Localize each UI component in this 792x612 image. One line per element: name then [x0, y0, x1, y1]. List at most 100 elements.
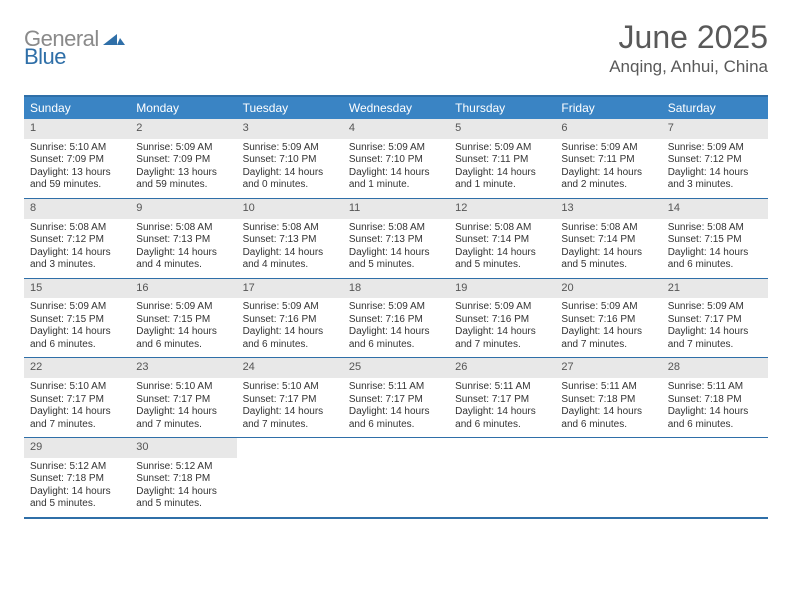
- daylight-text-1: Daylight: 14 hours: [349, 167, 443, 180]
- day-header-tuesday: Tuesday: [237, 97, 343, 119]
- daylight-text-1: Daylight: 14 hours: [668, 326, 762, 339]
- sunset-text: Sunset: 7:09 PM: [136, 154, 230, 167]
- day-number: 27: [555, 358, 661, 378]
- sunrise-text: Sunrise: 5:09 AM: [668, 301, 762, 314]
- day-number: 11: [343, 199, 449, 219]
- daylight-text-2: and 6 minutes.: [349, 419, 443, 432]
- day-detail: Sunrise: 5:09 AMSunset: 7:11 PMDaylight:…: [555, 142, 661, 192]
- daylight-text-2: and 7 minutes.: [455, 339, 549, 352]
- daylight-text-2: and 3 minutes.: [668, 179, 762, 192]
- sunrise-text: Sunrise: 5:09 AM: [136, 301, 230, 314]
- day-number: 10: [237, 199, 343, 219]
- daylight-text-1: Daylight: 14 hours: [561, 167, 655, 180]
- daylight-text-1: Daylight: 14 hours: [455, 167, 549, 180]
- daylight-text-1: Daylight: 14 hours: [668, 406, 762, 419]
- sunrise-text: Sunrise: 5:09 AM: [136, 142, 230, 155]
- sunrise-text: Sunrise: 5:11 AM: [561, 381, 655, 394]
- day-cell: 12Sunrise: 5:08 AMSunset: 7:14 PMDayligh…: [449, 199, 555, 278]
- sunrise-text: Sunrise: 5:09 AM: [561, 301, 655, 314]
- daylight-text-2: and 6 minutes.: [455, 419, 549, 432]
- daylight-text-2: and 7 minutes.: [136, 419, 230, 432]
- day-number: 20: [555, 279, 661, 299]
- sunset-text: Sunset: 7:17 PM: [455, 394, 549, 407]
- sunset-text: Sunset: 7:17 PM: [30, 394, 124, 407]
- sunrise-text: Sunrise: 5:08 AM: [349, 222, 443, 235]
- month-title: June 2025: [609, 20, 768, 55]
- day-number: 3: [237, 119, 343, 139]
- sunset-text: Sunset: 7:18 PM: [561, 394, 655, 407]
- day-cell: 1Sunrise: 5:10 AMSunset: 7:09 PMDaylight…: [24, 119, 130, 198]
- daylight-text-2: and 5 minutes.: [136, 498, 230, 511]
- daylight-text-1: Daylight: 14 hours: [243, 406, 337, 419]
- daylight-text-2: and 6 minutes.: [561, 419, 655, 432]
- daylight-text-1: Daylight: 14 hours: [668, 247, 762, 260]
- sunrise-text: Sunrise: 5:10 AM: [136, 381, 230, 394]
- daylight-text-1: Daylight: 14 hours: [243, 326, 337, 339]
- sunset-text: Sunset: 7:11 PM: [561, 154, 655, 167]
- day-cell: 23Sunrise: 5:10 AMSunset: 7:17 PMDayligh…: [130, 358, 236, 437]
- sunrise-text: Sunrise: 5:11 AM: [349, 381, 443, 394]
- sunrise-text: Sunrise: 5:10 AM: [30, 142, 124, 155]
- sunrise-text: Sunrise: 5:08 AM: [136, 222, 230, 235]
- daylight-text-2: and 7 minutes.: [561, 339, 655, 352]
- sunrise-text: Sunrise: 5:12 AM: [30, 461, 124, 474]
- day-detail: Sunrise: 5:08 AMSunset: 7:13 PMDaylight:…: [343, 222, 449, 272]
- sunset-text: Sunset: 7:14 PM: [561, 234, 655, 247]
- day-cell: 22Sunrise: 5:10 AMSunset: 7:17 PMDayligh…: [24, 358, 130, 437]
- daylight-text-2: and 59 minutes.: [136, 179, 230, 192]
- day-detail: Sunrise: 5:09 AMSunset: 7:16 PMDaylight:…: [237, 301, 343, 351]
- daylight-text-2: and 0 minutes.: [243, 179, 337, 192]
- daylight-text-2: and 1 minute.: [349, 179, 443, 192]
- day-detail: Sunrise: 5:10 AMSunset: 7:09 PMDaylight:…: [24, 142, 130, 192]
- day-detail: Sunrise: 5:11 AMSunset: 7:17 PMDaylight:…: [343, 381, 449, 431]
- day-header-monday: Monday: [130, 97, 236, 119]
- daylight-text-1: Daylight: 14 hours: [561, 326, 655, 339]
- daylight-text-1: Daylight: 14 hours: [561, 247, 655, 260]
- sunrise-text: Sunrise: 5:10 AM: [30, 381, 124, 394]
- day-detail: Sunrise: 5:08 AMSunset: 7:14 PMDaylight:…: [449, 222, 555, 272]
- sunset-text: Sunset: 7:11 PM: [455, 154, 549, 167]
- day-detail: Sunrise: 5:09 AMSunset: 7:15 PMDaylight:…: [24, 301, 130, 351]
- sunrise-text: Sunrise: 5:11 AM: [455, 381, 549, 394]
- daylight-text-1: Daylight: 14 hours: [30, 326, 124, 339]
- daylight-text-2: and 2 minutes.: [561, 179, 655, 192]
- day-detail: Sunrise: 5:10 AMSunset: 7:17 PMDaylight:…: [237, 381, 343, 431]
- sunset-text: Sunset: 7:10 PM: [243, 154, 337, 167]
- day-number: 17: [237, 279, 343, 299]
- day-cell: 18Sunrise: 5:09 AMSunset: 7:16 PMDayligh…: [343, 279, 449, 358]
- day-cell: 4Sunrise: 5:09 AMSunset: 7:10 PMDaylight…: [343, 119, 449, 198]
- daylight-text-2: and 4 minutes.: [136, 259, 230, 272]
- week-row: 8Sunrise: 5:08 AMSunset: 7:12 PMDaylight…: [24, 198, 768, 278]
- sunset-text: Sunset: 7:18 PM: [30, 473, 124, 486]
- sunset-text: Sunset: 7:10 PM: [349, 154, 443, 167]
- day-detail: Sunrise: 5:11 AMSunset: 7:18 PMDaylight:…: [662, 381, 768, 431]
- sunrise-text: Sunrise: 5:09 AM: [349, 301, 443, 314]
- logo-mark-icon: [103, 29, 125, 50]
- day-number: 24: [237, 358, 343, 378]
- sunset-text: Sunset: 7:18 PM: [668, 394, 762, 407]
- week-row: 22Sunrise: 5:10 AMSunset: 7:17 PMDayligh…: [24, 357, 768, 437]
- daylight-text-2: and 6 minutes.: [668, 259, 762, 272]
- day-number: 6: [555, 119, 661, 139]
- daylight-text-1: Daylight: 14 hours: [136, 326, 230, 339]
- sunrise-text: Sunrise: 5:10 AM: [243, 381, 337, 394]
- daylight-text-1: Daylight: 14 hours: [349, 247, 443, 260]
- day-number: 7: [662, 119, 768, 139]
- daylight-text-1: Daylight: 14 hours: [30, 486, 124, 499]
- day-cell: [343, 438, 449, 517]
- day-cell: 2Sunrise: 5:09 AMSunset: 7:09 PMDaylight…: [130, 119, 236, 198]
- day-number: 25: [343, 358, 449, 378]
- sunset-text: Sunset: 7:15 PM: [30, 314, 124, 327]
- day-cell: 7Sunrise: 5:09 AMSunset: 7:12 PMDaylight…: [662, 119, 768, 198]
- daylight-text-1: Daylight: 14 hours: [349, 326, 443, 339]
- sunrise-text: Sunrise: 5:09 AM: [30, 301, 124, 314]
- day-detail: Sunrise: 5:08 AMSunset: 7:15 PMDaylight:…: [662, 222, 768, 272]
- daylight-text-2: and 6 minutes.: [668, 419, 762, 432]
- day-detail: Sunrise: 5:09 AMSunset: 7:15 PMDaylight:…: [130, 301, 236, 351]
- sunset-text: Sunset: 7:17 PM: [349, 394, 443, 407]
- day-detail: Sunrise: 5:09 AMSunset: 7:16 PMDaylight:…: [555, 301, 661, 351]
- sunrise-text: Sunrise: 5:11 AM: [668, 381, 762, 394]
- daylight-text-1: Daylight: 14 hours: [455, 247, 549, 260]
- sunrise-text: Sunrise: 5:09 AM: [243, 301, 337, 314]
- sunrise-text: Sunrise: 5:09 AM: [349, 142, 443, 155]
